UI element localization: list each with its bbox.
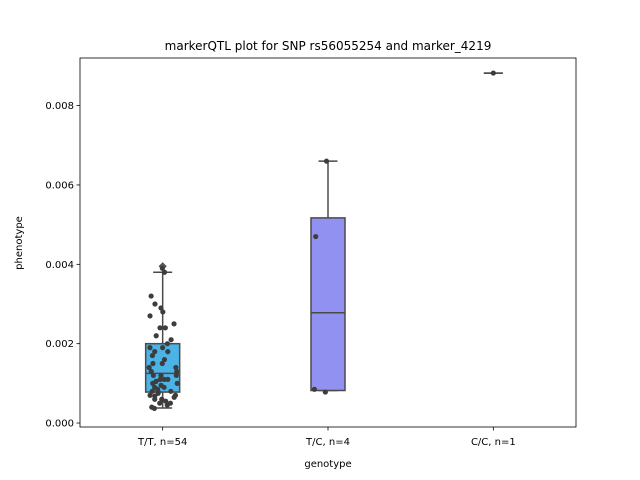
- y-tick-label: 0.006: [45, 180, 74, 191]
- data-point: [157, 400, 163, 406]
- data-point: [158, 372, 164, 379]
- data-point: [152, 396, 158, 402]
- data-point: [160, 309, 166, 315]
- data-point: [151, 405, 157, 411]
- data-point: [171, 394, 177, 400]
- data-point: [163, 398, 169, 404]
- data-point: [173, 372, 179, 379]
- data-point: [490, 70, 496, 76]
- data-point: [164, 402, 170, 408]
- data-point: [168, 337, 174, 343]
- x-tick-label: T/T, n=54: [137, 437, 187, 448]
- y-tick-label: 0.002: [45, 339, 74, 350]
- data-point: [157, 325, 163, 331]
- x-tick-label: T/C, n=4: [305, 437, 350, 448]
- data-point: [157, 376, 163, 382]
- data-point: [311, 386, 318, 392]
- data-point: [159, 360, 165, 367]
- data-point: [148, 293, 154, 299]
- strip-points-1: [146, 265, 180, 411]
- box-2: [310, 160, 346, 392]
- data-point: [171, 321, 177, 327]
- data-point: [147, 392, 153, 398]
- box-body: [310, 217, 346, 392]
- y-axis: 0.000 0.002 0.004 0.006 0.008: [45, 101, 80, 430]
- data-point: [161, 376, 167, 382]
- data-point: [159, 265, 165, 271]
- data-point: [164, 341, 170, 347]
- data-point: [165, 376, 171, 382]
- data-point: [146, 364, 152, 371]
- data-point: [152, 301, 158, 307]
- y-tick-label: 0.000: [45, 419, 74, 430]
- strip-points-3: [490, 70, 496, 76]
- data-point: [162, 325, 168, 331]
- data-point: [161, 384, 167, 390]
- data-point: [150, 380, 156, 386]
- strip-points-2: [311, 158, 330, 395]
- data-point: [147, 345, 153, 351]
- plot-area: [144, 70, 503, 411]
- x-axis: T/T, n=54 T/C, n=4 C/C, n=1: [137, 427, 516, 448]
- data-point: [158, 305, 164, 311]
- data-point: [161, 356, 168, 363]
- y-tick-label: 0.008: [45, 101, 74, 112]
- y-tick-label: 0.004: [45, 260, 74, 271]
- data-point: [149, 352, 156, 359]
- data-point: [150, 360, 156, 367]
- data-point: [161, 269, 168, 275]
- data-point: [159, 396, 165, 402]
- x-tick-label: C/C, n=1: [471, 437, 516, 448]
- data-point: [313, 233, 319, 240]
- chart-title: markerQTL plot for SNP rs56055254 and ma…: [165, 39, 492, 53]
- data-point: [174, 368, 180, 375]
- data-point: [174, 380, 180, 386]
- data-point: [173, 364, 179, 371]
- data-point: [149, 388, 155, 394]
- data-point: [147, 313, 153, 319]
- data-point: [153, 333, 159, 339]
- data-point: [148, 368, 154, 375]
- x-axis-label: genotype: [304, 459, 351, 470]
- data-point: [160, 345, 166, 351]
- data-point: [165, 349, 171, 355]
- data-point: [150, 372, 156, 379]
- data-point: [152, 349, 158, 355]
- data-point: [168, 388, 174, 394]
- data-point: [323, 158, 330, 164]
- y-axis-label: phenotype: [14, 216, 25, 270]
- data-point: [322, 389, 328, 395]
